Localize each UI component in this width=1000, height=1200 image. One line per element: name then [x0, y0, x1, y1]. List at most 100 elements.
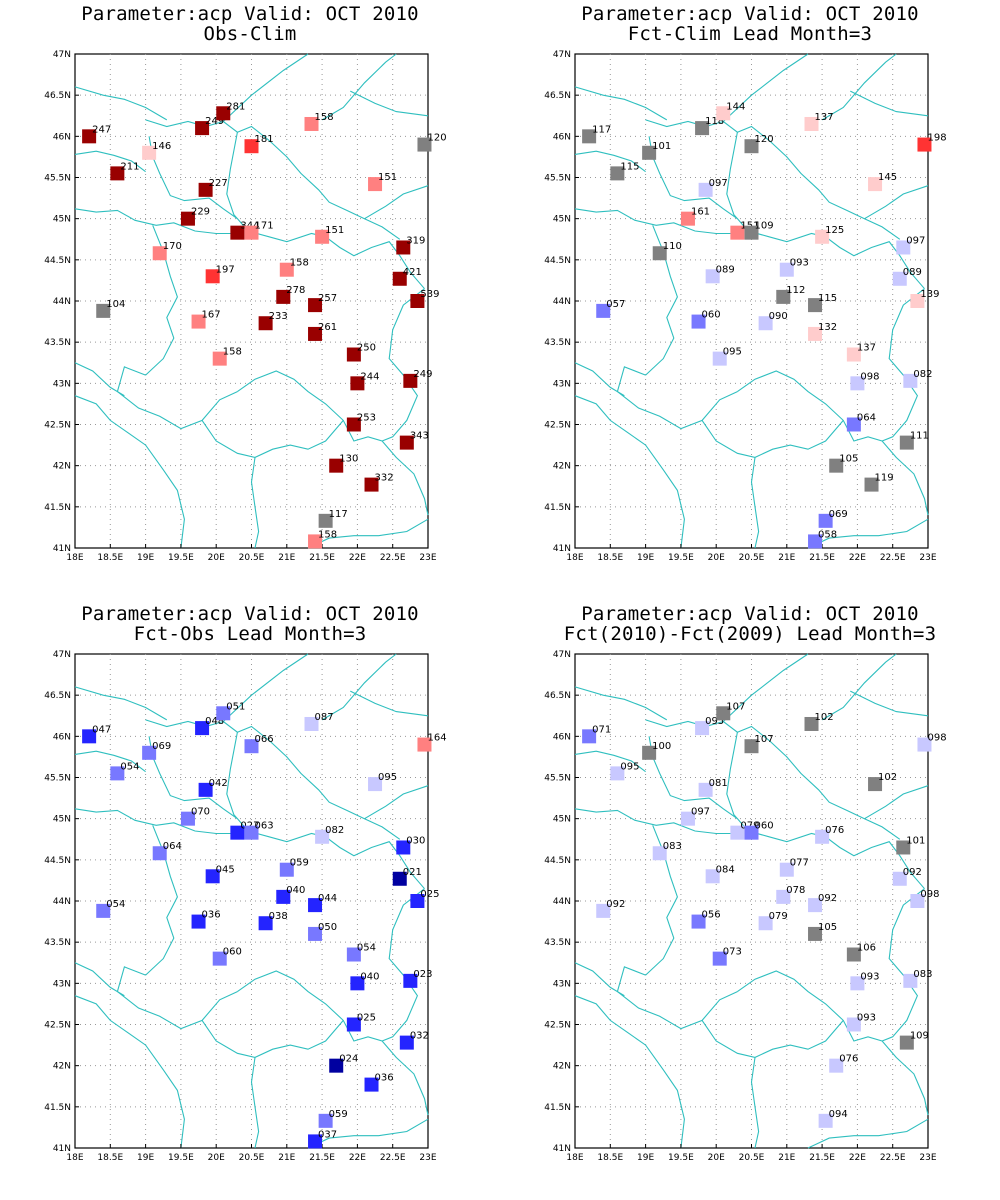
station-label: 032	[410, 1031, 429, 1042]
y-tick-label: 43N	[553, 379, 571, 389]
y-tick-label: 47N	[553, 50, 571, 60]
station-label: 227	[209, 178, 228, 189]
station-marker	[244, 739, 259, 754]
station-marker	[917, 737, 932, 752]
station-label: 097	[709, 178, 728, 189]
station-marker	[730, 825, 745, 840]
panel-title: Parameter:acp Valid: OCT 2010	[581, 603, 919, 625]
x-tick-label: 20E	[708, 553, 725, 563]
station-marker	[642, 745, 657, 760]
y-tick-label: 45N	[53, 215, 71, 225]
y-tick-label: 43.5N	[544, 338, 571, 348]
y-tick-label: 45.5N	[544, 174, 571, 184]
station-label: 100	[652, 741, 671, 752]
station-label: 158	[318, 529, 337, 540]
station-label: 250	[357, 343, 376, 354]
station-marker	[815, 829, 830, 844]
station-marker	[279, 862, 294, 877]
station-label: 082	[325, 825, 344, 836]
station-marker	[779, 862, 794, 877]
x-tick-label: 21.5E	[809, 553, 835, 563]
border-line	[574, 686, 668, 721]
y-tick-label: 45N	[53, 815, 71, 825]
station-marker	[417, 137, 432, 152]
station-marker	[850, 376, 865, 391]
station-label: 247	[92, 124, 111, 135]
station-marker	[829, 1058, 844, 1073]
station-label: 102	[878, 772, 897, 783]
y-tick-label: 41N	[53, 1144, 71, 1154]
border-line	[726, 132, 738, 220]
station-label: 057	[606, 299, 625, 310]
station-label: 101	[652, 141, 671, 152]
station-label: 421	[403, 267, 422, 278]
station-label: 082	[913, 369, 932, 380]
y-tick-label: 45N	[553, 815, 571, 825]
station-label: 253	[357, 413, 376, 424]
station-marker	[368, 177, 383, 192]
station-label: 332	[375, 473, 394, 484]
station-marker	[596, 303, 611, 318]
station-marker	[318, 513, 333, 528]
border-line	[350, 90, 429, 117]
station-marker	[96, 303, 111, 318]
station-marker	[205, 869, 220, 884]
border-line	[381, 440, 429, 516]
station-marker	[195, 721, 210, 736]
station-label: 023	[413, 969, 432, 980]
y-tick-label: 44.5N	[544, 856, 571, 866]
map-frame	[574, 653, 929, 1149]
x-tick-label: 18E	[66, 553, 83, 563]
border-line	[307, 1118, 429, 1149]
map-panel-fct-clim: Parameter:acp Valid: OCT 2010 Fct-Clim L…	[500, 0, 990, 590]
station-marker	[315, 829, 330, 844]
station-label: 059	[329, 1109, 348, 1120]
station-label: 042	[209, 778, 228, 789]
border-line	[722, 653, 809, 722]
station-label: 069	[152, 741, 171, 752]
station-marker	[364, 477, 379, 492]
station-label: 070	[191, 807, 210, 818]
station-label: 107	[726, 701, 745, 712]
station-marker	[808, 926, 823, 941]
station-label: 110	[663, 241, 682, 252]
station-marker	[318, 1113, 333, 1128]
border-line	[321, 653, 397, 721]
station-marker	[191, 914, 206, 929]
station-marker	[744, 225, 759, 240]
station-label: 066	[255, 734, 274, 745]
station-label: 076	[839, 1054, 858, 1065]
station-label: 038	[269, 911, 288, 922]
station-label: 084	[716, 864, 735, 875]
border-line	[574, 86, 668, 121]
station-marker	[198, 182, 213, 197]
border-line	[850, 690, 929, 717]
y-tick-label: 47N	[553, 650, 571, 660]
station-label: 093	[857, 1013, 876, 1024]
station-label: 249	[413, 369, 432, 380]
station-marker	[712, 951, 727, 966]
border-line	[74, 86, 168, 121]
station-marker	[346, 1017, 361, 1032]
border-line	[750, 1057, 760, 1149]
station-marker	[212, 351, 227, 366]
y-tick-label: 46.5N	[544, 91, 571, 101]
border-line	[74, 962, 125, 997]
y-tick-label: 44N	[53, 897, 71, 907]
border-line	[201, 420, 344, 458]
x-tick-label: 20E	[208, 1153, 225, 1163]
y-tick-label: 45.5N	[44, 774, 71, 784]
station-label: 343	[410, 431, 429, 442]
station-label: 281	[226, 101, 245, 112]
border-line	[250, 1057, 260, 1149]
border-line	[250, 457, 260, 549]
y-tick-label: 46.5N	[44, 691, 71, 701]
station-marker	[652, 846, 667, 861]
map-panel-fct-obs: Parameter:acp Valid: OCT 2010 Fct-Obs Le…	[0, 600, 490, 1190]
station-label: 060	[755, 821, 774, 832]
station-label: 137	[857, 343, 876, 354]
station-marker	[744, 139, 759, 154]
station-marker	[917, 137, 932, 152]
station-label: 257	[318, 293, 337, 304]
border-line	[116, 966, 238, 1030]
